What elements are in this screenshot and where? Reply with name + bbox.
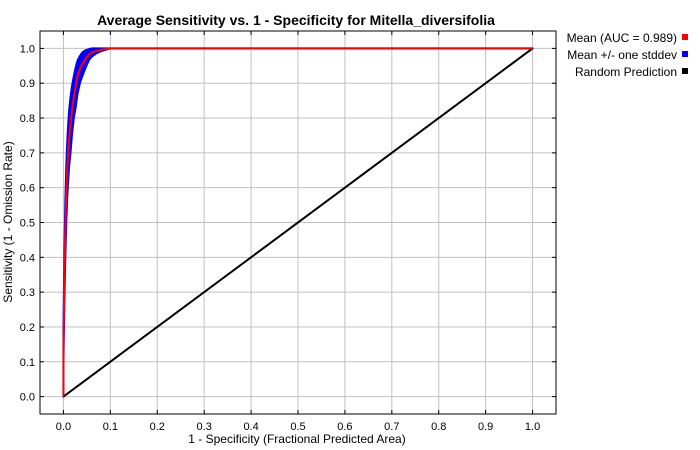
y-tick-label: 0.9 bbox=[20, 78, 35, 90]
x-tick-label: 0.9 bbox=[478, 421, 493, 433]
legend-random-swatch bbox=[682, 68, 688, 74]
y-tick-label: 1.0 bbox=[20, 43, 35, 55]
legend-stddev-label: Mean +/- one stddev bbox=[567, 48, 677, 62]
y-tick-label: 0.4 bbox=[20, 252, 35, 264]
x-axis-label: 1 - Specificity (Fractional Predicted Ar… bbox=[188, 432, 405, 446]
y-tick-label: 0.5 bbox=[20, 218, 35, 230]
y-tick-label: 0.1 bbox=[20, 357, 35, 369]
legend: Mean (AUC = 0.989) Mean +/- one stddev Ran… bbox=[567, 31, 688, 79]
random-prediction-line bbox=[62, 47, 534, 398]
y-tick-label: 0.0 bbox=[20, 392, 35, 404]
x-tick-label: 0.0 bbox=[56, 421, 71, 433]
x-tick-label: 0.6 bbox=[337, 421, 352, 433]
y-tick-label: 0.7 bbox=[20, 148, 35, 160]
x-tick-label: 0.7 bbox=[384, 421, 399, 433]
mean-roc-line bbox=[62, 47, 533, 397]
x-tick-label: 0.1 bbox=[103, 421, 118, 433]
chart-title: Average Sensitivity vs. 1 - Specificity … bbox=[97, 12, 495, 28]
axis-ticks: 0.0 0.1 0.2 0.3 0.4 0.5 0.6 0.7 0.8 0.9 1.0 0.0 0.1 0… bbox=[20, 31, 556, 433]
x-tick-label: 0.5 bbox=[290, 421, 305, 433]
legend-mean-swatch bbox=[682, 34, 688, 40]
y-tick-label: 0.6 bbox=[20, 183, 35, 195]
y-axis-label: Sensitivity (1 - Omission Rate) bbox=[1, 141, 15, 302]
y-tick-label: 0.8 bbox=[20, 113, 35, 125]
legend-mean-label: Mean (AUC = 0.989) bbox=[567, 31, 677, 45]
x-tick-label: 0.2 bbox=[150, 421, 165, 433]
x-tick-label: 0.8 bbox=[431, 421, 446, 433]
y-tick-label: 0.2 bbox=[20, 322, 35, 334]
y-tick-label: 0.3 bbox=[20, 287, 35, 299]
x-tick-label: 1.0 bbox=[525, 421, 540, 433]
series-layer bbox=[62, 47, 534, 398]
legend-stddev-swatch bbox=[682, 51, 688, 57]
x-tick-label: 0.3 bbox=[197, 421, 212, 433]
x-tick-label: 0.4 bbox=[243, 421, 258, 433]
legend-random-label: Random Prediction bbox=[575, 65, 677, 79]
